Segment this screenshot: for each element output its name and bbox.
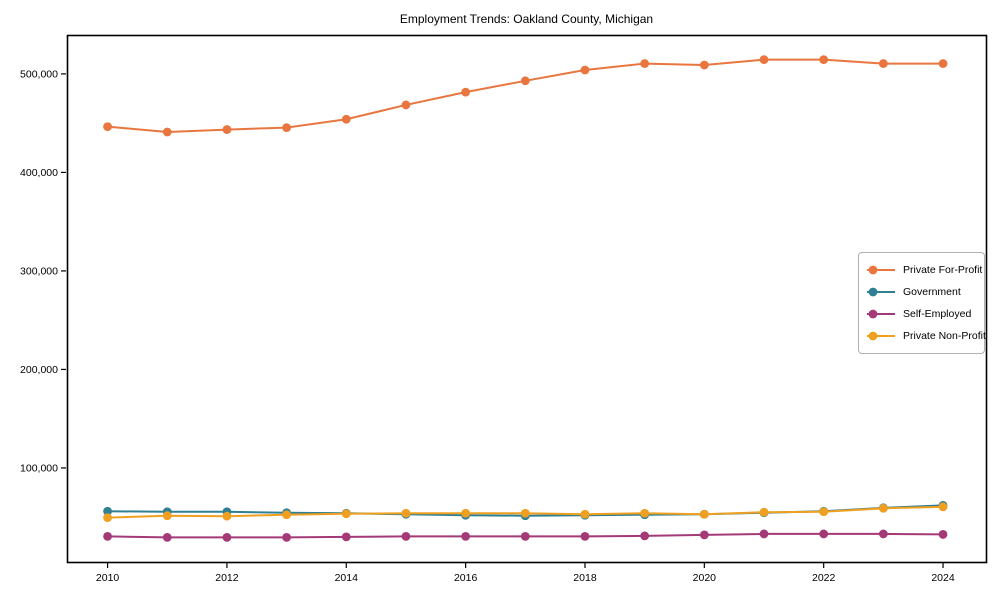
data-point: [222, 511, 232, 521]
data-point: [401, 508, 411, 518]
data-point: [461, 508, 471, 518]
data-point: [938, 59, 948, 68]
y-tick-label: 100,000: [20, 463, 58, 475]
legend-marker-icon: [867, 287, 895, 297]
data-point: [938, 530, 948, 539]
legend-item: Private Non-Profit: [866, 325, 986, 347]
data-point: [819, 529, 829, 539]
legend: Private For-Profit Government Self-Employe…: [858, 252, 986, 354]
data-point: [640, 59, 650, 68]
legend-marker-icon: [867, 331, 895, 341]
data-point: [162, 511, 172, 521]
x-tick-label: 2020: [693, 572, 717, 584]
legend-label: Private For-Profit: [903, 264, 983, 276]
data-point: [878, 529, 888, 539]
data-point: [282, 510, 292, 520]
data-point: [222, 532, 232, 542]
data-point: [759, 507, 769, 517]
y-tick-label: 200,000: [20, 364, 58, 376]
y-tick-label: 400,000: [20, 167, 58, 179]
data-point: [103, 531, 112, 541]
x-tick-label: 2024: [931, 572, 955, 584]
data-point: [103, 513, 112, 523]
data-point: [461, 87, 471, 97]
data-point: [103, 122, 112, 132]
data-point: [580, 509, 590, 519]
y-tick-label: 300,000: [20, 266, 58, 278]
data-point: [819, 55, 829, 65]
data-point: [162, 532, 172, 542]
data-point: [103, 506, 112, 516]
data-point: [580, 65, 590, 75]
data-point: [938, 502, 948, 512]
legend-marker-icon: [867, 309, 895, 319]
data-point: [759, 55, 769, 65]
data-point: [461, 531, 471, 541]
series-line-0: [106, 58, 945, 134]
chart-title: Employment Trends: Oakland County, Michi…: [399, 12, 654, 26]
legend-item: Self-Employed: [866, 303, 977, 325]
data-point: [282, 123, 292, 132]
legend-item: Government: [866, 281, 977, 303]
data-point: [341, 509, 351, 519]
legend-item: Private For-Profit: [866, 259, 982, 281]
data-point: [520, 531, 530, 541]
data-point: [699, 530, 709, 540]
data-point: [699, 60, 709, 70]
data-point: [699, 509, 709, 519]
data-point: [759, 529, 769, 539]
data-point: [580, 531, 590, 541]
x-tick-label: 2018: [573, 572, 597, 584]
legend-label: Government: [903, 286, 961, 298]
x-tick-label: 2012: [215, 572, 239, 584]
y-tick-label: 500,000: [20, 69, 58, 81]
data-point: [640, 508, 650, 518]
legend-marker-icon: [867, 265, 895, 275]
data-point: [401, 531, 411, 541]
data-point: [162, 127, 172, 137]
axes-frame: [66, 34, 988, 564]
data-point: [520, 76, 530, 86]
data-point: [341, 114, 351, 124]
legend-label: Private Non-Profit: [903, 330, 986, 342]
x-tick-label: 2022: [812, 572, 836, 584]
data-point: [341, 532, 351, 542]
data-point: [878, 503, 888, 513]
data-point: [401, 100, 411, 110]
data-point: [282, 532, 292, 542]
data-point: [640, 531, 650, 541]
x-tick-label: 2010: [96, 572, 120, 584]
data-point: [878, 59, 888, 68]
x-tick-label: 2016: [454, 572, 478, 584]
x-tick-label: 2014: [335, 572, 359, 584]
data-point: [520, 508, 530, 518]
legend-label: Self-Employed: [903, 308, 972, 320]
data-point: [819, 507, 829, 517]
data-point: [222, 125, 232, 134]
